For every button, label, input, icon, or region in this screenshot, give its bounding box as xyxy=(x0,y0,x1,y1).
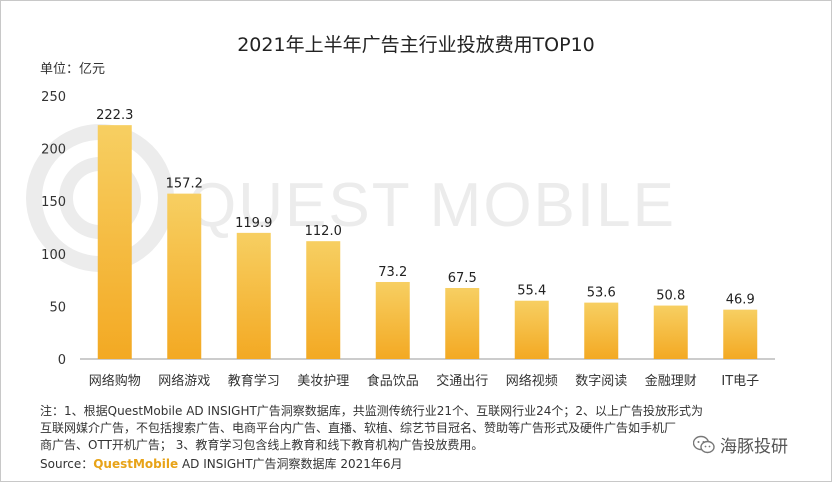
wechat-account-name: 海豚投研 xyxy=(720,437,788,457)
chart-title: 2021年上半年广告主行业投放费用TOP10 xyxy=(237,34,595,56)
y-tick-label: 0 xyxy=(58,353,66,368)
bar-value-label: 50.8 xyxy=(656,289,685,304)
y-tick-label: 50 xyxy=(49,300,66,315)
y-tick-label: 250 xyxy=(41,90,66,105)
bar-value-label: 55.4 xyxy=(517,284,546,299)
x-tick-label: 数字阅读 xyxy=(575,374,627,389)
bar-value-label: 222.3 xyxy=(96,108,133,123)
bar xyxy=(306,241,341,359)
bar xyxy=(236,232,271,359)
unit-label: 单位：亿元 xyxy=(40,62,106,77)
footnote-line-3: 商广告、OTT开机广告； 3、教育学习包含线上教育和线下教育机构广告投放费用。 xyxy=(40,438,484,452)
bar xyxy=(167,193,202,359)
x-tick-label: 美妆护理 xyxy=(297,374,349,389)
bar-value-label: 157.2 xyxy=(166,177,203,192)
x-tick-label: 教育学习 xyxy=(228,373,280,389)
source-brand: QuestMobile xyxy=(93,457,179,471)
bar-value-label: 73.2 xyxy=(378,265,407,280)
y-tick-label: 100 xyxy=(41,248,66,263)
bar xyxy=(584,302,619,359)
x-tick-label: 网络游戏 xyxy=(158,373,210,389)
source-line: Source：QuestMobile AD INSIGHT广告洞察数据库 202… xyxy=(40,455,403,472)
bar-value-label: 119.9 xyxy=(235,216,272,231)
x-tick-label: 食品饮品 xyxy=(367,373,419,389)
bar-value-label: 46.9 xyxy=(726,293,755,308)
wechat-account: 海豚投研 xyxy=(693,432,788,457)
source-prefix: Source： xyxy=(40,457,94,471)
bar xyxy=(445,287,480,359)
bar xyxy=(723,309,758,359)
bar-chart: QUEST MOBILE 0 50 100 150 200 250 222.3 157.2 1… xyxy=(26,90,775,389)
y-tick-label: 200 xyxy=(41,143,66,158)
x-tick-label: 金融理财 xyxy=(645,373,697,389)
watermark-text: QUEST MOBILE xyxy=(188,171,676,240)
x-tick-label: 网络视频 xyxy=(506,373,558,389)
footnote-line-1: 注：1、根据QuestMobile AD INSIGHT广告洞察数据库，共监测传… xyxy=(40,404,703,418)
x-tick-label: IT电子 xyxy=(721,374,759,389)
x-tick-label: 交通出行 xyxy=(436,373,488,389)
bar xyxy=(514,300,549,359)
x-tick-label: 网络购物 xyxy=(89,373,141,389)
wechat-icon xyxy=(693,435,715,453)
bar xyxy=(375,281,410,359)
source-suffix: AD INSIGHT广告洞察数据库 2021年6月 xyxy=(178,457,403,471)
footnotes: 注：1、根据QuestMobile AD INSIGHT广告洞察数据库，共监测传… xyxy=(40,403,810,454)
bar-value-label: 53.6 xyxy=(587,286,616,301)
bar-value-label: 112.0 xyxy=(305,224,342,239)
bar xyxy=(97,125,132,359)
bar-value-label: 67.5 xyxy=(448,271,477,286)
bars-group: 222.3 157.2 119.9 112.0 73.2 67.5 55.4 53.6 50.8… xyxy=(96,108,758,359)
footnote-line-2: 互联网媒介广告，不包括搜索广告、电商平台内广告、直播、软植、综艺节目冠名、赞助等… xyxy=(40,421,677,435)
y-tick-label: 150 xyxy=(41,195,66,210)
x-axis-labels: 网络购物 网络游戏 教育学习 美妆护理 食品饮品 交通出行 网络视频 数字阅读 金融理财 IT电子 xyxy=(89,373,759,389)
bar xyxy=(653,305,688,359)
